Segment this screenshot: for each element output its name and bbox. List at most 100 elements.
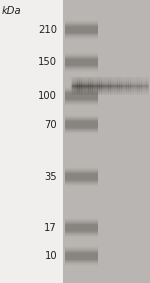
Bar: [114, 82, 115, 83]
Bar: [83, 78, 84, 79]
Bar: [75, 92, 76, 93]
Bar: [115, 93, 116, 94]
Bar: [71, 85, 72, 86]
Bar: [105, 86, 106, 87]
Bar: [143, 89, 144, 90]
Bar: [108, 82, 109, 83]
Bar: [97, 78, 98, 79]
Bar: [83, 82, 84, 83]
Bar: [71, 92, 72, 93]
Bar: [82, 91, 83, 92]
Bar: [81, 89, 82, 90]
Bar: [94, 91, 95, 92]
Bar: [112, 93, 113, 94]
Bar: [121, 85, 122, 86]
Bar: [119, 87, 120, 88]
Bar: [125, 80, 126, 81]
Bar: [137, 82, 138, 83]
Bar: [98, 82, 99, 83]
Bar: [99, 79, 100, 80]
Bar: [123, 81, 124, 82]
Bar: [114, 81, 115, 82]
Bar: [94, 84, 95, 85]
Bar: [136, 92, 137, 93]
Bar: [64, 25, 98, 35]
Bar: [104, 90, 105, 91]
Bar: [90, 90, 91, 91]
Bar: [91, 84, 92, 85]
Bar: [131, 77, 132, 78]
Bar: [124, 77, 125, 78]
Bar: [74, 92, 75, 93]
Bar: [77, 77, 78, 78]
Bar: [118, 86, 119, 87]
Bar: [72, 78, 73, 79]
Bar: [113, 89, 114, 90]
Bar: [90, 85, 91, 86]
Bar: [139, 91, 140, 92]
Bar: [73, 82, 74, 83]
Bar: [75, 93, 76, 94]
Bar: [83, 77, 84, 78]
Bar: [130, 88, 131, 89]
Bar: [127, 85, 128, 86]
Bar: [76, 91, 77, 92]
Bar: [109, 93, 110, 94]
Bar: [83, 80, 84, 81]
Bar: [117, 89, 118, 90]
Bar: [142, 91, 143, 92]
Bar: [119, 91, 120, 92]
Bar: [110, 86, 111, 87]
Bar: [103, 82, 104, 83]
Bar: [97, 93, 98, 94]
Bar: [75, 86, 76, 87]
Bar: [95, 87, 96, 88]
Bar: [87, 93, 88, 94]
Bar: [108, 88, 109, 89]
Bar: [112, 80, 113, 81]
Bar: [64, 247, 98, 265]
Bar: [141, 91, 142, 92]
Bar: [143, 92, 144, 93]
Bar: [101, 78, 102, 79]
Bar: [135, 89, 136, 90]
Bar: [124, 90, 125, 91]
Bar: [115, 82, 116, 83]
Bar: [124, 92, 125, 93]
Bar: [141, 89, 142, 90]
Bar: [91, 84, 92, 85]
Bar: [99, 91, 100, 92]
Bar: [74, 81, 75, 82]
Bar: [86, 80, 87, 81]
Bar: [99, 93, 100, 94]
Bar: [114, 84, 115, 85]
Bar: [95, 88, 96, 89]
Bar: [79, 85, 80, 86]
Bar: [86, 88, 87, 89]
Bar: [85, 93, 86, 94]
Bar: [144, 88, 145, 89]
Bar: [118, 82, 119, 83]
Bar: [72, 93, 73, 94]
Bar: [142, 82, 143, 83]
Bar: [75, 77, 76, 78]
Bar: [135, 85, 136, 86]
Bar: [92, 77, 93, 78]
Bar: [127, 81, 128, 82]
Bar: [99, 85, 100, 86]
Bar: [121, 91, 122, 92]
Bar: [90, 84, 91, 85]
Bar: [132, 93, 133, 94]
Bar: [89, 82, 90, 83]
Bar: [119, 84, 120, 85]
Bar: [96, 89, 97, 90]
Bar: [135, 82, 136, 83]
Bar: [116, 90, 117, 91]
Bar: [122, 89, 123, 90]
Bar: [132, 88, 133, 89]
Bar: [116, 84, 117, 85]
Bar: [76, 92, 77, 93]
Bar: [127, 84, 128, 85]
Bar: [83, 86, 84, 87]
Bar: [127, 84, 128, 85]
